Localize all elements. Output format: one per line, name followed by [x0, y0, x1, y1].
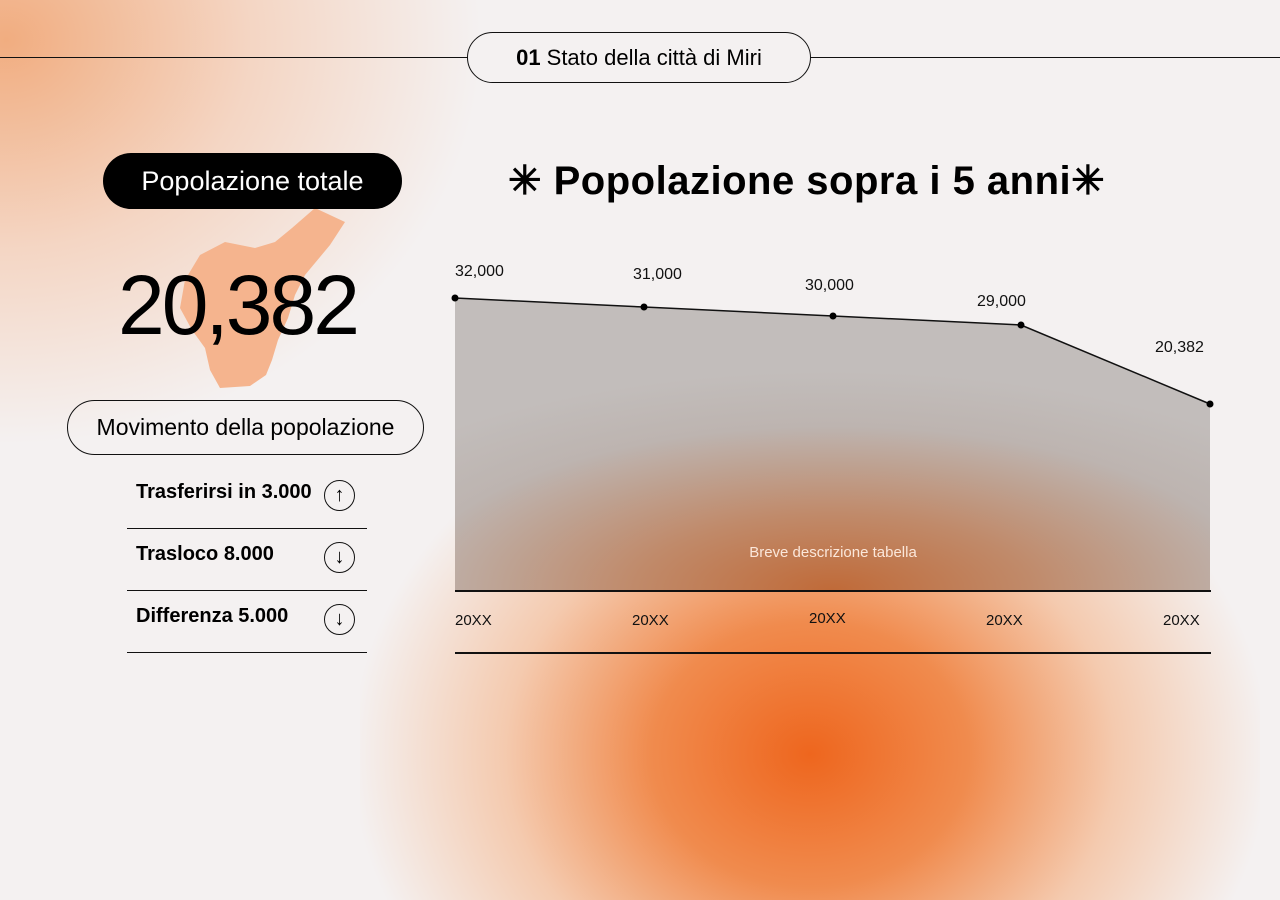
section-title: Stato della città di Miri — [546, 44, 762, 70]
x-axis-label: 20XX — [455, 612, 492, 629]
data-point — [829, 312, 837, 320]
x-axis-label: 20XX — [1163, 612, 1200, 629]
data-point — [640, 303, 648, 311]
movement-label: Trasferirsi in 3.000 — [136, 481, 312, 503]
x-axis-label: 20XX — [632, 612, 669, 629]
movement-row-difference: Differenza 5.000 ↓ — [127, 591, 367, 653]
city-map-shape — [180, 208, 345, 388]
x-axis-label: 20XX — [809, 610, 846, 627]
arrow-down-circle-icon: ↓ — [324, 542, 355, 573]
movement-label: Differenza 5.000 — [136, 605, 289, 627]
movement-row-moved-out: Trasloco 8.000 ↓ — [127, 529, 367, 591]
arrow-down-circle-icon: ↓ — [324, 604, 355, 635]
movement-label: Trasloco 8.000 — [136, 543, 274, 565]
chart-title: ✳ Popolazione sopra i 5 anni✳ — [508, 159, 1106, 203]
data-label: 20,382 — [1155, 339, 1204, 356]
area-chart — [451, 294, 1214, 591]
chart-description: Breve descrizione tabella — [749, 544, 917, 561]
data-point — [1017, 321, 1025, 329]
chart-area-fill — [455, 298, 1210, 591]
arrow-up-circle-icon: ↑ — [324, 480, 355, 511]
x-axis-bottom-rule — [455, 652, 1211, 654]
total-population-label: Popolazione totale — [103, 153, 402, 209]
section-title-pill: 01 Stato della città di Miri — [467, 32, 811, 83]
section-number: 01 — [516, 44, 541, 70]
data-label: 30,000 — [805, 277, 854, 294]
data-point — [451, 294, 459, 302]
x-axis-top-rule — [455, 590, 1211, 592]
total-population-value: 20,382 — [118, 258, 360, 352]
data-point — [1206, 400, 1214, 408]
data-label: 29,000 — [977, 293, 1026, 310]
movement-row-moved-in: Trasferirsi in 3.000 ↑ — [127, 467, 367, 529]
x-axis-label: 20XX — [986, 612, 1023, 629]
population-movement-label: Movimento della popolazione — [67, 400, 424, 455]
data-label: 32,000 — [455, 263, 504, 280]
data-label: 31,000 — [633, 266, 682, 283]
